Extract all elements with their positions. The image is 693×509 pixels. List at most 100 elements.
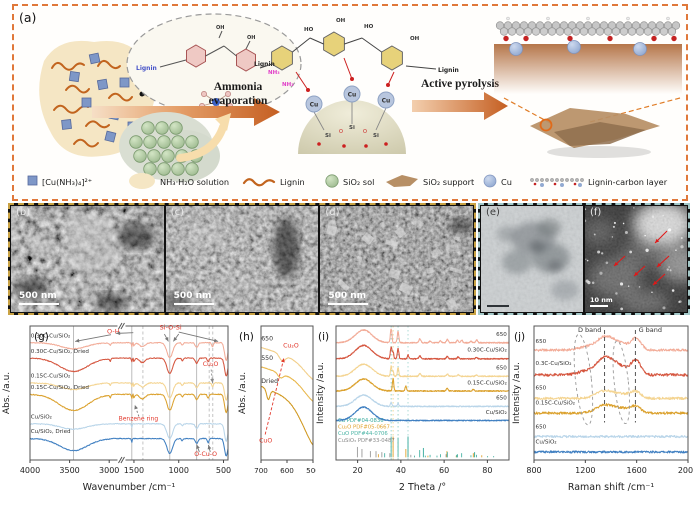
inset-nh3a-label: NH₃ [268, 70, 280, 76]
legend-label-2: Lignin [280, 177, 305, 187]
svg-text:Abs. /a.u.: Abs. /a.u. [238, 372, 248, 414]
svg-text:0.15C-Cu/SiO₂: 0.15C-Cu/SiO₂ [31, 374, 70, 380]
active-pyrolysis-label: Active pyrolysis [421, 78, 500, 90]
legend-label-3: SiO₂ sol [343, 177, 374, 187]
svg-text:650: 650 [496, 366, 507, 372]
cu1-label: Cu [310, 102, 319, 109]
svg-text:600: 600 [280, 466, 294, 475]
panel-e-label: (e) [486, 207, 500, 218]
svg-text:Cu PDF#04-0836: Cu PDF#04-0836 [338, 418, 384, 424]
inset-lignin-label: Lignin [136, 65, 157, 72]
inset-nh3b-label: NH₃ [282, 82, 294, 88]
svg-text:Cu/SiO₂: Cu/SiO₂ [486, 410, 507, 416]
stem-texture-f [585, 206, 687, 312]
cu2-label: Cu [348, 92, 357, 99]
tem-texture-e [481, 206, 583, 312]
sol-arrow-head [215, 113, 231, 131]
svg-text:(g): (g) [34, 331, 49, 343]
panel-a-label: (a) [19, 10, 36, 25]
svg-text:3500: 3500 [59, 466, 79, 475]
svg-text:(j): (j) [514, 331, 525, 343]
scalebar-c: 500 nm [173, 291, 214, 305]
svg-text:Cu₂O: Cu₂O [203, 361, 219, 368]
inset-oh2-label: OH [247, 35, 255, 41]
panel-f-label: (f) [590, 207, 602, 218]
cu-ammonia-complex-icon [27, 175, 38, 186]
synthesis-scheme-panel: (a) [12, 4, 688, 201]
sio2-sol-icon [325, 174, 339, 188]
svg-text:700: 700 [254, 466, 268, 475]
svg-text:500: 500 [306, 466, 316, 475]
svg-text:Abs. /a.u.: Abs. /a.u. [2, 372, 12, 414]
ammonia-solution-icon [129, 173, 155, 189]
si2-label: Si [349, 125, 355, 131]
sio2-support-icon [386, 175, 418, 187]
svg-text:0.15C-Cu/SiO₂, Dried: 0.15C-Cu/SiO₂, Dried [31, 385, 90, 391]
sem-group: (b) 500 nm [8, 203, 476, 315]
synthesis-scheme-graphic: (a) [19, 10, 682, 189]
legend-label-5: Cu [501, 177, 512, 187]
panel-d-label: (d) [325, 207, 340, 218]
si3-label: Si [373, 133, 379, 139]
carbon-layer-product [494, 16, 682, 158]
svg-text:2 Theta /°: 2 Theta /° [399, 482, 446, 493]
sem-image-b: (b) 500 nm [11, 206, 164, 312]
legend-label-0: [Cu(NH₃)₄]²⁺ [42, 177, 92, 187]
ammonia-solution-blob [39, 40, 181, 157]
svg-text:650: 650 [536, 386, 547, 392]
highlight-circle [539, 118, 553, 132]
o1-label: O [339, 129, 343, 135]
svg-text:Si-O-Si: Si-O-Si [160, 323, 182, 331]
svg-text:CuSiO₃ PDF#33-0487: CuSiO₃ PDF#33-0487 [338, 438, 395, 444]
sem-image-d: (d) 500 nm [320, 206, 474, 312]
svg-text:Intensity /a.u.: Intensity /a.u. [512, 362, 522, 424]
legend-label-4: SiO₂ support [423, 177, 475, 187]
svg-text:Dried: Dried [261, 378, 278, 385]
ho1-label: HO [304, 27, 314, 33]
svg-text:CuO: CuO [259, 438, 272, 445]
svg-text:1500: 1500 [124, 466, 144, 475]
svg-text:40: 40 [396, 466, 406, 475]
raman-chart: 650 0.3C-Cu/SiO₂ 650 0.15C-Cu/SiO₂ 650 Cu/SiO… [512, 325, 693, 493]
lignin-left-label: Lignin [254, 61, 275, 68]
panel-c-label: (c) [170, 207, 184, 218]
svg-text:G band: G band [639, 326, 662, 334]
svg-text:800: 800 [526, 466, 541, 475]
ftir-zoom-chart: 650 550 Dried 700 600 500 (h) Abs. /a.u. Cu₂O CuO [238, 325, 316, 475]
svg-text:Benzene ring: Benzene ring [119, 415, 159, 422]
lignin-squiggle-icon [242, 178, 276, 187]
svg-text:Cu₂O PDF#05-0667: Cu₂O PDF#05-0667 [338, 425, 390, 431]
svg-text:1600: 1600 [626, 466, 646, 475]
si1-label: Si [325, 133, 331, 139]
svg-text:(i): (i) [318, 331, 329, 343]
inset-oh1-label: OH [216, 25, 224, 31]
ammonia-evaporation-line1: Ammonia [214, 81, 263, 93]
stem-image-f: (f) 10 nm [585, 206, 687, 312]
process-arrow-2 [412, 92, 508, 120]
svg-text:20: 20 [353, 466, 363, 475]
svg-text:1200: 1200 [575, 466, 595, 475]
svg-text:4000: 4000 [20, 466, 40, 475]
svg-text:650: 650 [536, 339, 547, 345]
ho2-label: HO [364, 24, 374, 30]
scheme-legend: [Cu(NH₃)₄]²⁺ NH₃·H₂O solution Lignin SiO… [27, 173, 668, 189]
tem-image-e: (e) [481, 206, 583, 312]
svg-text:1000: 1000 [169, 466, 189, 475]
svg-text:D band: D band [578, 326, 601, 334]
svg-text:0.15C-Cu/SiO₂: 0.15C-Cu/SiO₂ [467, 380, 506, 386]
sem-texture-c [165, 206, 319, 312]
svg-text:60: 60 [439, 466, 449, 475]
o2-label: O [363, 129, 367, 135]
svg-text:650: 650 [496, 332, 507, 338]
legend-label-6: Lignin-carbon layer [588, 177, 668, 187]
svg-text:3000: 3000 [99, 466, 119, 475]
cu-sphere-icon [483, 174, 497, 188]
svg-text:550: 550 [261, 355, 273, 362]
ammonia-evaporation-line2: evaporation [209, 95, 268, 107]
svg-text:80: 80 [482, 466, 492, 475]
tem-group: (e) [478, 203, 690, 315]
svg-text:O-Cu-O: O-Cu-O [194, 451, 217, 458]
cu-lignin-dome: Si Si Si O O Cu Cu Cu [254, 18, 459, 154]
